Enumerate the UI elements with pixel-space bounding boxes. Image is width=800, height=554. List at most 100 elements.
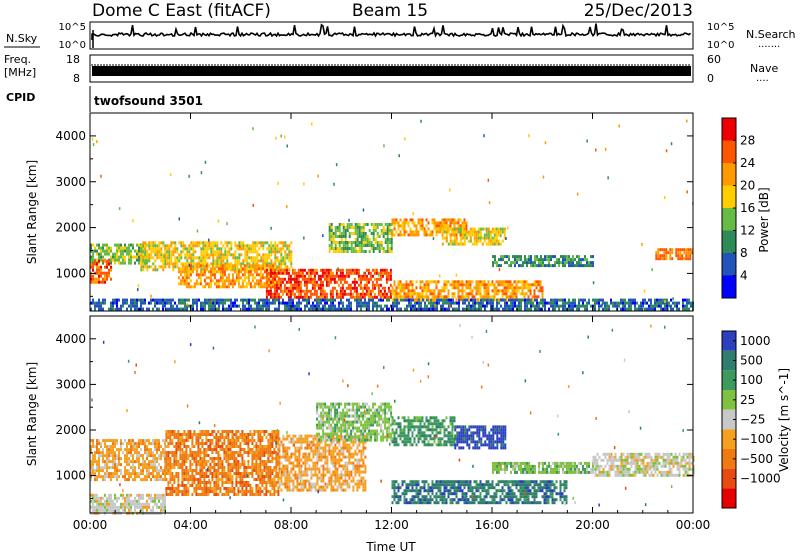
echo-cell	[329, 277, 332, 281]
echo-cell	[317, 277, 320, 281]
echo-cell	[244, 304, 246, 308]
echo-cell	[186, 262, 189, 266]
echo-cell	[411, 280, 414, 284]
echo-cell	[227, 276, 230, 280]
echo-cell	[201, 466, 204, 469]
echo-cell	[582, 304, 584, 308]
echo-cell	[334, 247, 337, 250]
noise-sky-line	[91, 23, 692, 40]
echo-cell	[287, 271, 290, 275]
echo-cell	[687, 251, 690, 255]
echo-cell	[449, 227, 452, 231]
echo-cell	[644, 307, 646, 311]
echo-cell	[154, 268, 157, 272]
echo-cell	[207, 285, 210, 289]
echo-cell	[427, 283, 430, 287]
echo-cell	[185, 472, 188, 475]
echo-cell	[118, 249, 120, 253]
echo-cell	[661, 257, 664, 261]
echo-cell	[351, 286, 354, 290]
echo-cell	[169, 460, 172, 463]
echo-cell	[231, 442, 234, 445]
echo-cell	[144, 265, 147, 269]
echo-cell	[177, 493, 180, 496]
echo-cell	[144, 256, 147, 260]
echo-cell	[219, 436, 222, 439]
echo-cell	[152, 457, 154, 461]
echo-cell	[305, 280, 308, 284]
echo-cell	[100, 252, 102, 256]
echo-cell	[160, 247, 163, 251]
echo-cell	[548, 255, 550, 259]
echo-cell	[542, 301, 544, 305]
echo-cell	[415, 227, 418, 231]
echo-cell	[260, 259, 263, 263]
echo-cell	[429, 280, 432, 284]
echo-cell	[514, 264, 516, 268]
echo-cell	[199, 487, 202, 490]
echo-cell	[218, 307, 220, 311]
echo-cell	[211, 457, 214, 460]
echo-cell	[411, 289, 414, 293]
echo-cell	[251, 442, 254, 445]
echo-cell	[126, 457, 128, 461]
echo-cell	[171, 493, 174, 496]
echo-cell	[213, 469, 216, 472]
echo-cell	[245, 481, 248, 484]
echo-cell	[341, 271, 344, 275]
echo-cell	[282, 241, 285, 245]
echo-cell	[509, 292, 512, 296]
echo-cell	[273, 289, 276, 293]
echo-cell	[271, 268, 274, 272]
echo-cell	[395, 295, 398, 299]
echo-cell	[156, 457, 158, 461]
echo-cell	[185, 475, 188, 478]
echo-cell	[180, 253, 183, 257]
echo-cell	[251, 276, 254, 280]
echo-cell	[492, 304, 494, 308]
echo-cell	[515, 295, 518, 299]
echo-cell	[260, 298, 262, 302]
echo-cell	[439, 221, 442, 225]
echo-speck	[398, 154, 400, 158]
echo-cell	[229, 448, 232, 451]
echo-cell	[363, 277, 366, 281]
echo-cell	[350, 223, 353, 226]
echo-cell	[189, 430, 192, 433]
echo-cell	[481, 295, 484, 299]
echo-cell	[104, 439, 106, 443]
echo-cell	[225, 267, 228, 271]
echo-cell	[358, 226, 361, 229]
echo-cell	[572, 255, 574, 259]
echo-cell	[437, 224, 440, 228]
echo-cell	[191, 475, 194, 478]
echo-cell	[276, 307, 278, 311]
echo-cell	[689, 251, 692, 255]
echo-cell	[191, 481, 194, 484]
echo-cell	[194, 250, 197, 254]
echo-cell	[160, 298, 162, 302]
echo-cell	[146, 478, 148, 482]
echo-speck	[186, 303, 188, 307]
echo-cell	[592, 264, 594, 268]
echo-cell	[474, 304, 476, 308]
echo-cell	[677, 251, 680, 255]
echo-cell	[259, 276, 262, 280]
echo-cell	[191, 433, 194, 436]
echo-cell	[478, 304, 480, 308]
echo-cell	[283, 283, 286, 287]
echo-cell	[443, 295, 446, 299]
echo-cell	[230, 253, 233, 257]
echo-cell	[193, 460, 196, 463]
echo-cell	[179, 445, 182, 448]
echo-cell	[655, 251, 658, 255]
echo-cell	[154, 442, 156, 446]
echo-cell	[96, 478, 98, 482]
echo-cell	[501, 295, 504, 299]
echo-cell	[120, 243, 122, 247]
echo-cell	[248, 307, 250, 311]
echo-cell	[189, 285, 192, 289]
echo-cell	[203, 484, 206, 487]
echo-cell	[667, 251, 670, 255]
echo-cell	[550, 304, 552, 308]
